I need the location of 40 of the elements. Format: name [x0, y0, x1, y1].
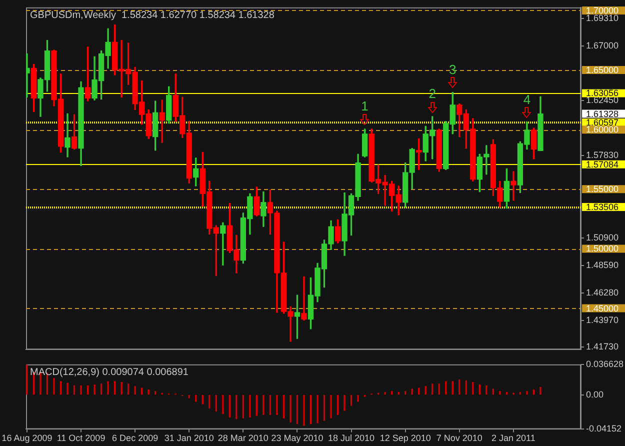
ref-line-label: 1.65000 [586, 65, 619, 76]
ref-line-label: 1.57084 [586, 159, 619, 170]
chart-title: MACD(12,26,9) 0.009074 0.006891 [30, 367, 189, 378]
chart-title: GBPUSDm,Weekly 1.58234 1.62770 1.58234 1.61328 [30, 10, 275, 22]
candlestick [510, 171, 516, 201]
candlestick [301, 276, 307, 321]
y-tick-label: 0.00 [586, 389, 604, 400]
candlestick [64, 113, 70, 158]
x-tick-label: 11 Oct 2009 [56, 433, 106, 444]
y-tick-label: 1.46280 [586, 288, 619, 298]
ref-line-label: 1.55000 [586, 184, 619, 194]
ref-line-label: 1.50000 [586, 244, 619, 254]
y-tick-label: 1.48590 [586, 260, 619, 270]
y-tick-label: 0.036628 [586, 358, 624, 369]
x-tick-label: 12 Sep 2010 [380, 433, 431, 444]
annotation: 1 [361, 98, 368, 114]
y-tick-label: -0.04152 [586, 424, 622, 434]
x-tick-label: 23 May 2010 [271, 433, 324, 444]
ref-line-label: 1.63056 [586, 88, 619, 98]
x-tick-label: 16 Aug 2009 [2, 433, 52, 444]
ref-line-label: 1.53506 [586, 202, 619, 212]
x-tick-label: 6 Dec 2009 [112, 433, 158, 444]
y-tick-label: 1.41730 [586, 342, 619, 352]
ref-line-label: 1.60597 [586, 117, 619, 128]
y-tick-label: 1.50900 [586, 232, 619, 242]
x-tick-label: 18 Jul 2010 [328, 433, 375, 444]
annotation: 3 [449, 62, 456, 77]
y-tick-label: 1.67000 [586, 40, 619, 51]
text: 1.61328 [586, 108, 619, 119]
ref-line-label: 1.70000 [586, 5, 619, 16]
x-tick-label: 31 Jan 2010 [164, 433, 214, 444]
annotation: 4 [523, 92, 531, 107]
y-tick-label: 1.43970 [586, 315, 619, 326]
x-tick-label: 2 Jan 2011 [491, 433, 536, 444]
y-tick-label: 1.57830 [586, 150, 619, 160]
x-tick-label: 28 Mar 2010 [218, 433, 268, 444]
x-tick-label: 7 Nov 2010 [436, 433, 482, 444]
y-tick-label: 1.69310 [586, 13, 619, 24]
ref-line-label: 1.45000 [586, 303, 619, 314]
ref-line-label: 1.60000 [586, 124, 619, 135]
